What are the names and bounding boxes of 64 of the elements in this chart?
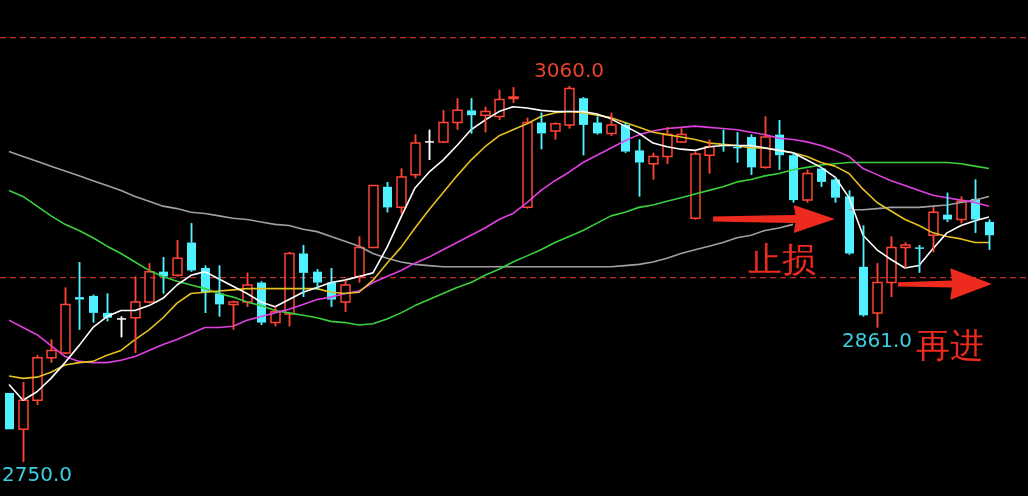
annotation: 2750.0 — [2, 462, 72, 487]
candlestick — [89, 295, 98, 324]
candlestick — [845, 189, 854, 254]
candlestick — [18, 381, 29, 463]
candlestick — [187, 222, 196, 271]
annotation: 2861.0 — [842, 327, 912, 352]
candlestick — [228, 301, 239, 331]
candlestick — [789, 152, 798, 204]
candlestick — [46, 338, 57, 364]
candlestick — [5, 392, 14, 430]
candlestick — [215, 264, 224, 318]
candlestick — [313, 268, 322, 291]
candlestick — [494, 88, 505, 121]
annotation: 再进 — [916, 324, 984, 365]
candlestick — [606, 112, 617, 137]
candlestick — [648, 152, 659, 181]
candlestick — [760, 115, 771, 169]
candlestick — [522, 116, 533, 209]
candlestick — [537, 112, 546, 150]
candlestick — [872, 262, 883, 329]
candlestick — [60, 286, 71, 354]
candlestick — [928, 206, 939, 253]
candlestick — [662, 126, 673, 165]
candlestick — [915, 244, 924, 274]
candlestick — [424, 129, 435, 161]
candlestick — [859, 224, 868, 316]
candlestick — [396, 167, 407, 215]
candlestick — [956, 195, 967, 224]
candlestick — [368, 184, 379, 249]
candlestick — [116, 315, 127, 338]
candlestick — [270, 306, 281, 327]
candlestick — [704, 138, 715, 175]
candlestick — [817, 168, 826, 188]
candlestick — [467, 97, 476, 135]
candlestick — [144, 262, 155, 303]
candlestick — [985, 218, 994, 251]
candlestick — [299, 244, 308, 298]
candlestick — [676, 127, 687, 143]
candlestick — [900, 241, 911, 269]
candlestick — [410, 133, 421, 180]
candlestick — [130, 275, 141, 354]
candlestick — [480, 105, 491, 133]
annotation: 止损 — [748, 238, 816, 279]
candlestick — [564, 85, 575, 130]
candlestick — [172, 239, 183, 277]
candlestick — [886, 235, 897, 298]
candlestick — [383, 181, 392, 213]
annotation: 3060.0 — [534, 58, 604, 83]
candlestick — [75, 261, 84, 331]
candlestick — [593, 115, 602, 134]
candlestick — [32, 354, 43, 406]
candlestick — [943, 192, 952, 223]
candlestick — [831, 176, 840, 204]
candlestick — [690, 150, 701, 220]
candlestick — [284, 252, 295, 327]
candlestick — [452, 97, 463, 131]
candlestick — [340, 279, 351, 313]
candlestick — [354, 235, 365, 284]
candlestick — [242, 272, 253, 308]
candlestick — [802, 169, 813, 204]
candlestick — [635, 138, 644, 198]
candlestick — [550, 122, 561, 141]
candlestick — [438, 109, 449, 143]
candlestick — [508, 86, 519, 104]
